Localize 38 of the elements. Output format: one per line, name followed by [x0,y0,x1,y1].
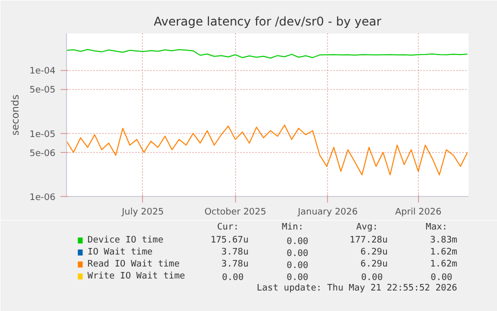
text: 177.28u [350,236,388,246]
text: Avg: [356,222,378,232]
text: 3.83m [430,236,458,246]
text: 1.62m [430,260,458,270]
text: Cur: [217,222,239,232]
text: 0.00 [430,273,452,283]
text: Min: [282,222,304,232]
x-tick-label: July 2025 [120,208,164,218]
text: 0.00 [286,237,308,247]
text: 6.29u [360,260,388,270]
y-tick-label: 5e-05 [30,86,56,96]
x-tick-label: October 2025 [204,208,266,218]
line-series [66,49,468,59]
text: Max: [426,222,448,232]
text: Last update: Thu May 21 22:55:52 2026 [256,284,458,294]
chart-title: Average latency for /dev/sr0 - by year [154,14,382,28]
legend-label: Read IO Wait time [88,260,180,270]
line-series [66,124,468,176]
x-tick-label: April 2026 [395,208,442,218]
text: 3.78u [221,260,248,270]
text: 175.67u [210,236,248,246]
legend-label: Write IO Wait time [88,272,186,282]
text: 0.00 [286,249,308,259]
text: 0.00 [286,261,308,271]
legend-label: IO Wait time [88,248,153,258]
y-tick-label: 1e-04 [30,66,56,77]
legend-label: Device IO time [88,236,164,246]
text: 0.00 [222,273,244,283]
text: 1.62m [430,248,458,258]
x-tick-label: January 2026 [296,208,358,218]
y-tick-label: 5e-06 [30,148,56,159]
y-axis-title: seconds [10,94,22,136]
y-tick-label: 1e-06 [30,193,56,203]
text: 3.78u [221,248,248,258]
text: 6.29u [360,248,388,258]
text: 0.00 [286,273,308,283]
y-tick-label: 1e-05 [30,130,56,140]
text: 0.00 [361,273,383,283]
